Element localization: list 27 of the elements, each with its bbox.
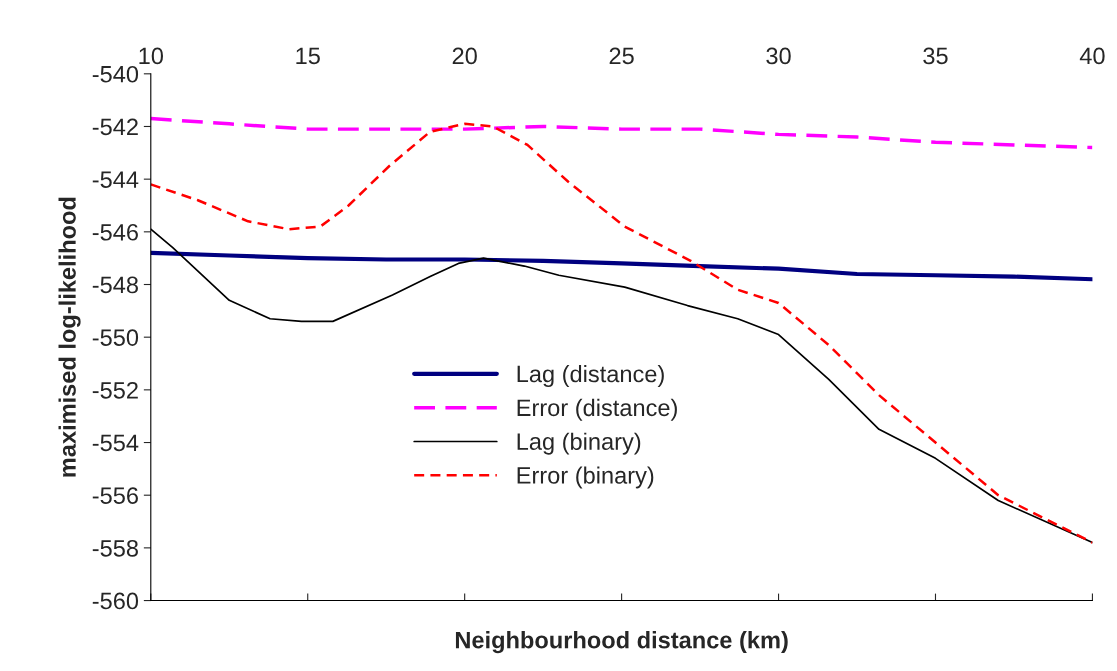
y-tick-label: -552 bbox=[92, 381, 138, 399]
y-tick-label: -556 bbox=[92, 487, 138, 504]
legend-label: Error (binary) bbox=[517, 466, 654, 489]
y-tick-label: -548 bbox=[92, 276, 138, 294]
x-tick-label: 35 bbox=[923, 47, 948, 65]
y-tick-label: -560 bbox=[92, 592, 139, 610]
line-series bbox=[150, 250, 1093, 282]
x-tick-label: 30 bbox=[766, 47, 791, 65]
legend-label: Lag (distance) bbox=[517, 364, 664, 387]
y-tick-label: -554 bbox=[92, 434, 139, 452]
x-axis-title: Neighbourhood distance (km) bbox=[455, 631, 788, 654]
y-tick-label: -550 bbox=[92, 329, 139, 346]
y-axis-title: maximised log-likelihood bbox=[58, 197, 81, 477]
x-tick-label: 20 bbox=[452, 47, 477, 65]
x-tick-label: 25 bbox=[609, 47, 634, 65]
legend-label: Error (distance) bbox=[517, 398, 677, 421]
y-tick-label: -558 bbox=[92, 539, 138, 557]
x-tick-label: 40 bbox=[1079, 47, 1105, 65]
y-tick-label: -544 bbox=[92, 171, 139, 188]
line-series bbox=[150, 116, 1093, 150]
line-series bbox=[150, 122, 1093, 544]
x-tick-label: 10 bbox=[139, 47, 163, 65]
y-tick-label: -546 bbox=[92, 223, 138, 241]
y-tick-label: -542 bbox=[92, 118, 138, 136]
legend-label: Lag (binary) bbox=[517, 432, 641, 455]
x-tick-label: 15 bbox=[296, 47, 320, 65]
y-tick-label: -540 bbox=[92, 65, 139, 83]
